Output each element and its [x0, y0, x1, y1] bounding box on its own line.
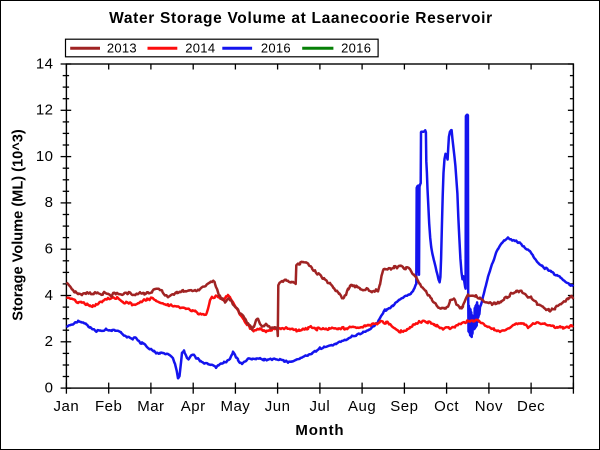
svg-text:Month: Month — [295, 422, 344, 439]
svg-text:Jul: Jul — [310, 398, 331, 415]
svg-text:2013: 2013 — [107, 41, 137, 56]
svg-text:2014: 2014 — [185, 41, 215, 56]
svg-text:Jun: Jun — [265, 398, 291, 415]
svg-text:Mar: Mar — [137, 398, 164, 415]
svg-text:Jan: Jan — [54, 398, 80, 415]
svg-text:2016: 2016 — [261, 41, 291, 56]
svg-text:Oct: Oct — [434, 398, 459, 415]
svg-text:Nov: Nov — [475, 398, 503, 415]
svg-text:2: 2 — [45, 333, 54, 350]
svg-text:0: 0 — [45, 379, 54, 396]
svg-text:Sep: Sep — [390, 398, 418, 415]
svg-text:4: 4 — [45, 287, 54, 304]
svg-text:Apr: Apr — [181, 398, 206, 415]
svg-text:12: 12 — [36, 102, 54, 119]
svg-text:Aug: Aug — [348, 398, 376, 415]
svg-text:Water Storage Volume at Laanec: Water Storage Volume at Laanecoorie Rese… — [109, 10, 493, 27]
svg-text:Dec: Dec — [517, 398, 545, 415]
svg-text:May: May — [220, 398, 250, 415]
svg-text:2016: 2016 — [341, 41, 371, 56]
svg-text:6: 6 — [45, 241, 54, 258]
svg-text:14: 14 — [36, 55, 54, 72]
svg-text:10: 10 — [36, 148, 54, 165]
svg-text:8: 8 — [45, 194, 54, 211]
svg-text:Storage Volume (ML) (10^3): Storage Volume (ML) (10^3) — [11, 129, 27, 321]
svg-text:Feb: Feb — [95, 398, 122, 415]
